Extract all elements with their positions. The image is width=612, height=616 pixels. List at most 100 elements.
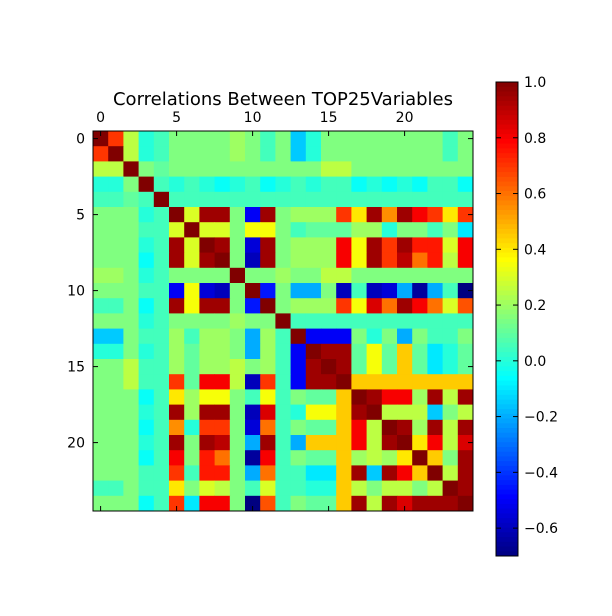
heatmap-cell <box>123 313 139 329</box>
heatmap-cell <box>397 131 413 147</box>
colorbar-segment <box>496 238 518 244</box>
heatmap-cell <box>290 435 307 451</box>
colorbar-segment <box>496 86 518 92</box>
heatmap-cell <box>275 252 291 269</box>
heatmap-cell <box>290 252 307 269</box>
heatmap-cell <box>275 176 291 193</box>
heatmap-cell <box>169 176 185 193</box>
heatmap-cell <box>351 252 367 269</box>
heatmap-cell <box>290 480 307 497</box>
heatmap-cell <box>351 267 367 284</box>
heatmap-cell <box>108 328 124 345</box>
heatmap-cell <box>457 374 474 390</box>
heatmap-cell <box>229 252 246 269</box>
heatmap-cell <box>427 435 443 451</box>
heatmap-cell <box>169 374 185 390</box>
heatmap-cell <box>229 465 246 481</box>
heatmap-cell <box>214 298 231 314</box>
heatmap-cell <box>442 131 459 147</box>
colorbar-tick-label: 1.0 <box>524 75 546 91</box>
heatmap-cell <box>93 252 109 269</box>
heatmap-cell <box>184 450 200 466</box>
heatmap-cell <box>351 161 367 177</box>
heatmap-cell <box>336 283 352 299</box>
colorbar-segment <box>496 390 518 396</box>
heatmap-cell <box>93 404 109 421</box>
colorbar-segment <box>496 456 518 462</box>
heatmap-cell <box>290 222 307 238</box>
heatmap-cell <box>93 161 109 177</box>
heatmap-cell <box>336 374 352 390</box>
heatmap-cell <box>290 283 307 299</box>
heatmap-cell <box>184 389 200 405</box>
heatmap-cell <box>169 298 185 314</box>
heatmap-cell <box>260 435 276 451</box>
heatmap-cell <box>412 450 428 466</box>
heatmap-cell <box>199 191 215 208</box>
colorbar-segment <box>496 461 518 467</box>
heatmap-cell <box>336 252 352 269</box>
y-tick-label: 5 <box>76 208 85 224</box>
heatmap-cell <box>169 267 185 284</box>
heatmap-cell <box>108 404 124 421</box>
heatmap-cell <box>93 480 109 497</box>
heatmap-cell <box>397 465 413 481</box>
heatmap-cell <box>229 359 246 375</box>
heatmap-cell <box>214 404 231 421</box>
heatmap-cell <box>153 343 170 360</box>
heatmap-cell <box>351 495 367 512</box>
heatmap-cell <box>336 343 352 360</box>
heatmap-cell <box>229 495 246 512</box>
colorbar-segment <box>496 115 518 121</box>
heatmap-cell <box>93 389 109 405</box>
heatmap-cell <box>245 404 261 421</box>
heatmap-cell <box>138 237 155 253</box>
heatmap-cell <box>366 237 383 253</box>
colorbar-segment <box>496 375 518 382</box>
heatmap-cell <box>412 146 428 162</box>
heatmap-cell <box>442 267 459 284</box>
heatmap-cell <box>199 283 215 299</box>
heatmap-cell <box>290 374 307 390</box>
heatmap-cell <box>153 283 170 299</box>
heatmap-cell <box>275 237 291 253</box>
heatmap-cell <box>93 207 109 223</box>
heatmap-cell <box>336 419 352 436</box>
colorbar-segment <box>496 209 518 216</box>
heatmap-cell <box>153 298 170 314</box>
heatmap-cell <box>169 404 185 421</box>
heatmap-cell <box>305 176 322 193</box>
heatmap-cell <box>457 343 474 360</box>
heatmap-cell <box>199 343 215 360</box>
colorbar-tick-label: −0.4 <box>524 465 558 481</box>
heatmap-cell <box>275 298 291 314</box>
heatmap-cell <box>427 495 443 512</box>
heatmap-cell <box>275 495 291 512</box>
heatmap-cell <box>245 495 261 512</box>
heatmap-cell <box>229 191 246 208</box>
heatmap-cell <box>305 131 322 147</box>
heatmap-cell <box>427 131 443 147</box>
heatmap-cell <box>123 176 139 193</box>
heatmap-cell <box>108 465 124 481</box>
heatmap-cell <box>321 404 337 421</box>
heatmap-cell <box>214 359 231 375</box>
heatmap-cell <box>397 267 413 284</box>
heatmap-cell <box>366 283 383 299</box>
heatmap-cell <box>245 176 261 193</box>
heatmap-cell <box>199 374 215 390</box>
heatmap-cell <box>169 328 185 345</box>
heatmap-cell <box>108 389 124 405</box>
heatmap-cell <box>108 131 124 147</box>
colorbar-segment <box>496 541 518 548</box>
heatmap-cell <box>245 252 261 269</box>
heatmap-cell <box>427 404 443 421</box>
heatmap-cell <box>153 131 170 147</box>
heatmap-cell <box>305 465 322 481</box>
heatmap-cell <box>321 207 337 223</box>
heatmap-cell <box>351 328 367 345</box>
heatmap-cell <box>260 131 276 147</box>
heatmap-cell <box>184 404 200 421</box>
colorbar-segment <box>496 214 518 220</box>
colorbar-segment <box>496 281 518 287</box>
